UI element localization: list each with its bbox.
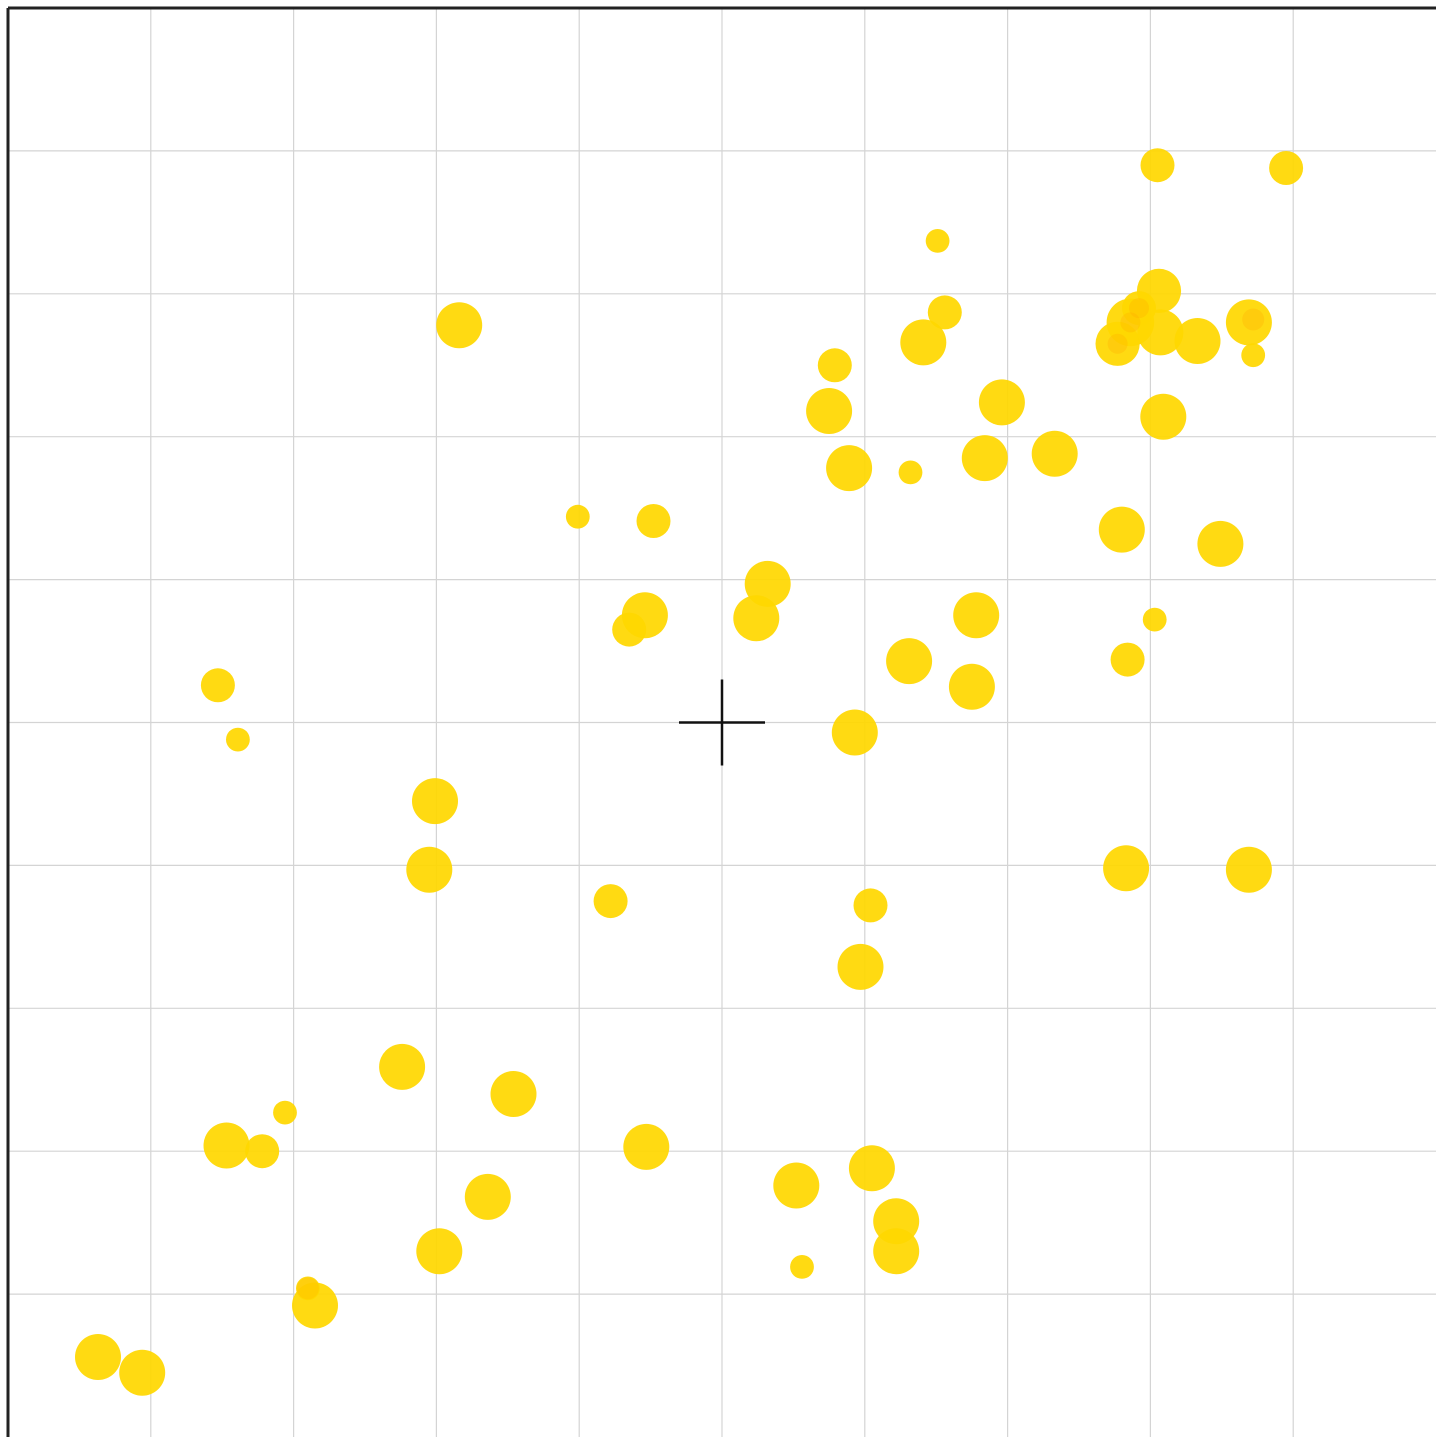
data-point: [203, 1122, 250, 1169]
data-point: [826, 445, 873, 492]
data-point: [898, 460, 923, 485]
data-point: [1269, 151, 1304, 185]
data-point: [623, 1123, 670, 1170]
data-point: [406, 846, 453, 893]
crosshair: [679, 679, 765, 766]
overlap-highlight: [296, 1277, 319, 1300]
data-point: [612, 612, 647, 647]
data-point: [733, 595, 780, 642]
data-point: [75, 1334, 121, 1380]
data-point: [978, 379, 1025, 426]
data-point: [119, 1349, 166, 1396]
data-point: [848, 1145, 895, 1192]
data-point: [436, 302, 483, 349]
data-point: [886, 638, 933, 685]
data-point: [636, 504, 671, 538]
data-point: [416, 1228, 463, 1275]
data-point: [1110, 642, 1145, 677]
overlap-highlight: [1242, 308, 1265, 331]
data-point: [1103, 845, 1150, 892]
data-point: [490, 1071, 537, 1117]
data-point: [1137, 309, 1184, 356]
data-point: [953, 592, 1000, 639]
data-point: [273, 1100, 297, 1125]
data-point: [1140, 393, 1187, 440]
data-point: [379, 1043, 426, 1090]
overlap-highlight: [1107, 333, 1128, 354]
data-point: [831, 709, 878, 756]
data-point: [837, 943, 884, 990]
data-point: [773, 1162, 820, 1209]
data-point: [927, 295, 962, 330]
data-point: [565, 504, 590, 529]
overlap-highlight: [1129, 298, 1149, 319]
data-point: [1031, 430, 1078, 477]
data-point: [873, 1228, 920, 1275]
data-point: [790, 1255, 814, 1279]
data-point: [200, 668, 235, 703]
data-point: [226, 727, 250, 752]
data-point: [948, 663, 995, 710]
data-point: [925, 229, 950, 253]
data-point: [1098, 506, 1145, 553]
data-point: [806, 388, 853, 434]
data-point: [900, 319, 947, 366]
data-point: [1197, 520, 1244, 567]
data-point: [245, 1134, 280, 1169]
data-point: [853, 888, 888, 923]
data-point: [1142, 607, 1167, 632]
data-point: [593, 884, 628, 919]
axes: [6, 6, 1436, 1437]
overlap-highlight: [1120, 312, 1141, 333]
data-point: [817, 348, 852, 383]
data-point: [1140, 148, 1175, 183]
data-point: [464, 1173, 511, 1220]
data-point: [961, 435, 1008, 482]
data-point: [1174, 318, 1221, 364]
data-point: [1225, 299, 1272, 346]
gridlines: [8, 8, 1436, 1437]
data-point: [1241, 343, 1266, 368]
data-point: [412, 778, 458, 825]
data-point: [292, 1282, 338, 1329]
data-point: [1225, 846, 1272, 893]
data-point: [1095, 321, 1140, 366]
data-points: [75, 148, 1304, 1396]
